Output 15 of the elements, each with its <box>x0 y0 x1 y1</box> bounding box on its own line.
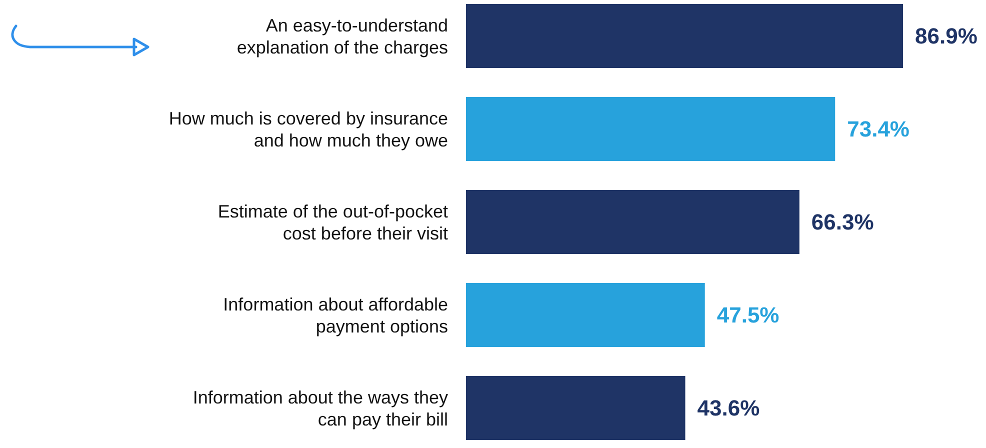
bar <box>466 97 836 161</box>
bar <box>466 376 686 440</box>
data-label: 73.4% <box>847 116 910 142</box>
data-label: 86.9% <box>915 24 978 49</box>
bar <box>466 283 705 347</box>
y-tick-label: Estimate of the out-of-pocket cost before their visit <box>218 201 448 244</box>
data-label: 43.6% <box>697 396 760 421</box>
data-label: 47.5% <box>716 302 780 328</box>
y-tick-label: Information about affordable payment options <box>223 294 448 336</box>
bar <box>466 190 800 254</box>
y-tick-label: Information about the ways they can pay their bill <box>192 387 448 430</box>
y-tick-label: How much is covered by insurance and how much they owe <box>168 108 448 150</box>
y-tick-label: An easy-to-understand explanation of the charges <box>236 15 448 58</box>
data-label: 66.3% <box>811 210 874 235</box>
bar <box>466 4 903 68</box>
